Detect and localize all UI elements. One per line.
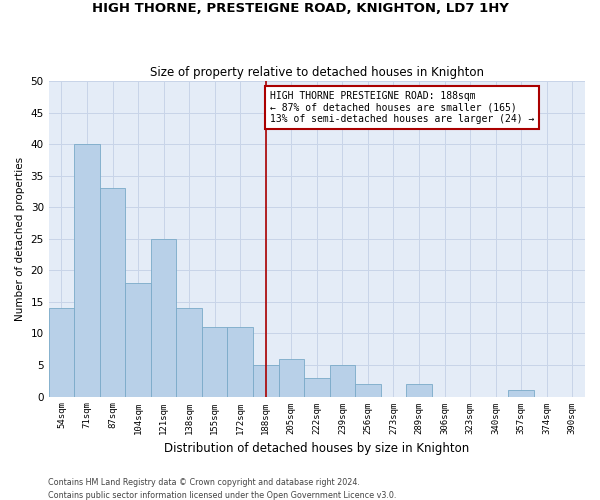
Bar xyxy=(508,390,534,396)
Bar xyxy=(253,365,278,396)
Bar xyxy=(151,239,176,396)
Bar xyxy=(278,358,304,397)
Bar xyxy=(227,327,253,396)
Bar xyxy=(49,308,74,396)
Bar xyxy=(355,384,380,396)
Text: Contains HM Land Registry data © Crown copyright and database right 2024.
Contai: Contains HM Land Registry data © Crown c… xyxy=(48,478,397,500)
Bar xyxy=(329,365,355,396)
Bar xyxy=(125,283,151,397)
Bar xyxy=(74,144,100,397)
Y-axis label: Number of detached properties: Number of detached properties xyxy=(15,156,25,321)
Title: Size of property relative to detached houses in Knighton: Size of property relative to detached ho… xyxy=(150,66,484,78)
Bar xyxy=(176,308,202,396)
Bar xyxy=(100,188,125,396)
Text: HIGH THORNE, PRESTEIGNE ROAD, KNIGHTON, LD7 1HY: HIGH THORNE, PRESTEIGNE ROAD, KNIGHTON, … xyxy=(92,2,508,16)
Bar xyxy=(406,384,432,396)
X-axis label: Distribution of detached houses by size in Knighton: Distribution of detached houses by size … xyxy=(164,442,469,455)
Bar xyxy=(304,378,329,396)
Text: HIGH THORNE PRESTEIGNE ROAD: 188sqm
← 87% of detached houses are smaller (165)
1: HIGH THORNE PRESTEIGNE ROAD: 188sqm ← 87… xyxy=(269,90,534,124)
Bar xyxy=(202,327,227,396)
